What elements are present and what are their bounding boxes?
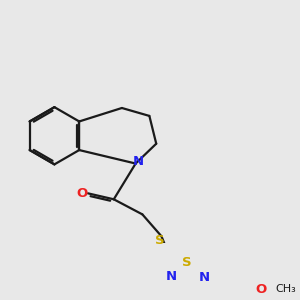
Text: O: O: [256, 283, 267, 296]
Text: N: N: [133, 155, 144, 168]
Text: O: O: [77, 187, 88, 200]
Text: S: S: [182, 256, 192, 269]
Text: S: S: [155, 234, 164, 247]
Text: N: N: [199, 271, 210, 284]
Text: CH₃: CH₃: [276, 284, 296, 294]
Text: N: N: [166, 270, 177, 283]
